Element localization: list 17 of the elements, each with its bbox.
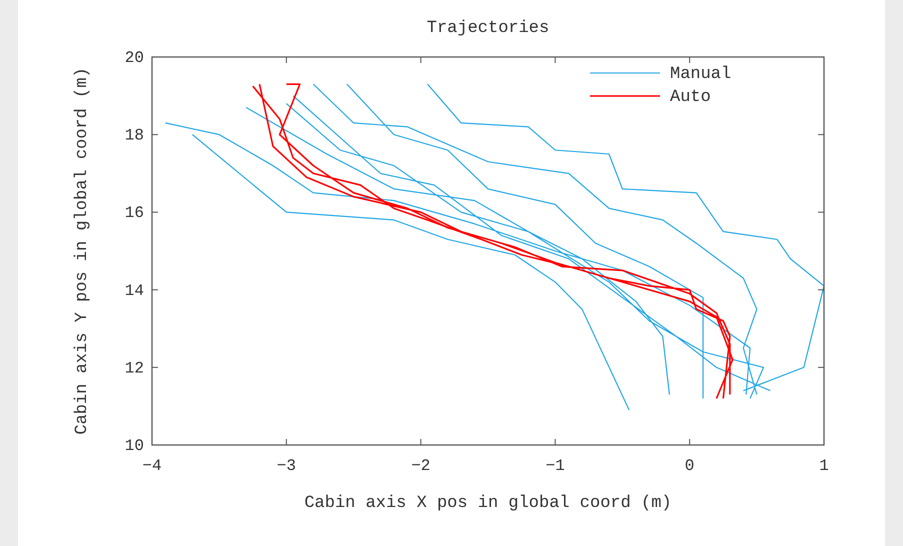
x-axis-title: Cabin axis X pos in global coord (m) (304, 494, 672, 513)
y-tick-label: 16 (124, 204, 144, 222)
legend-label: Auto (670, 88, 711, 107)
y-axis-title: Cabin axis Y pos in global coord (m) (73, 67, 92, 435)
legend-label: Manual (670, 65, 732, 84)
y-tick-label: 10 (124, 437, 144, 455)
y-tick-label: 20 (124, 49, 144, 67)
x-tick-label: −2 (411, 457, 430, 475)
x-tick-label: −3 (276, 457, 296, 475)
x-tick-label: −1 (546, 457, 565, 475)
x-tick-label: 1 (819, 457, 829, 475)
y-tick-label: 18 (124, 126, 144, 145)
x-tick-label: 0 (684, 457, 694, 475)
y-tick-label: 14 (124, 282, 144, 300)
x-tick-label: −4 (142, 457, 162, 475)
y-tick-label: 12 (124, 359, 144, 378)
chart-title: Trajectories (426, 19, 550, 38)
